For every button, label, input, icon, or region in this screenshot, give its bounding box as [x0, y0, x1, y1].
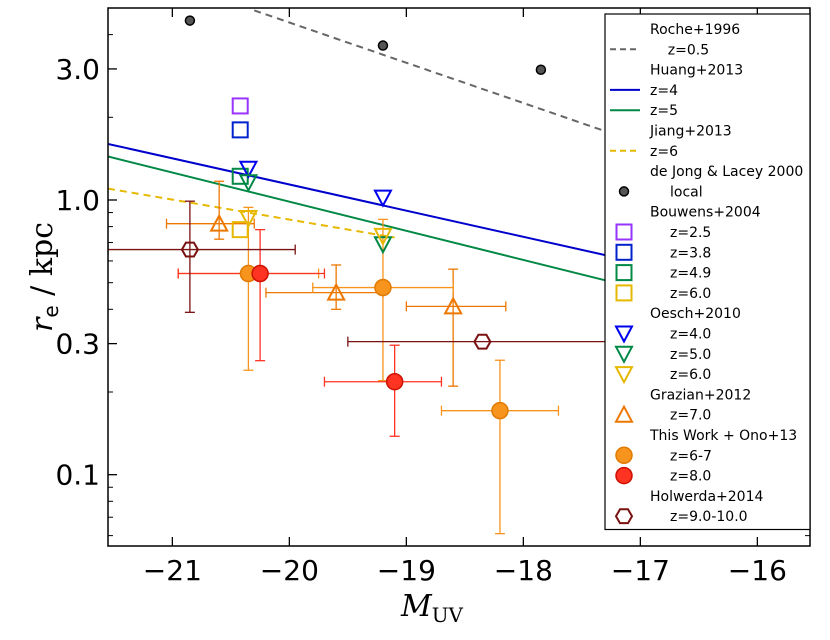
legend-z-0-5-1: z=0.5: [650, 42, 709, 58]
legend-z-6-0-13-swatch: [615, 284, 633, 302]
point-bouwens-2004-z-6-0-square-0: [231, 221, 249, 239]
x-tick-label-0: −21: [143, 554, 202, 587]
point-oesch-2010-z-5-0-tri-down-1: [373, 236, 393, 255]
legend-z-6-0-17-swatch: [614, 366, 634, 385]
legend-roche-1996-0: Roche+1996: [650, 22, 740, 38]
line-jiang-2013-z-6: [108, 187, 395, 239]
legend-bouwens-2004-9: Bouwens+2004: [650, 205, 761, 221]
legend-z-7-0-19: z=7.0: [670, 408, 711, 424]
legend-z-5-0-16-swatch: [614, 345, 634, 364]
error-bars: [108, 180, 630, 535]
legend-z-6-6: z=6: [650, 144, 678, 160]
legend-this-work-ono-13-20: This Work + Ono+13: [649, 428, 797, 444]
data-points: [180, 15, 547, 420]
x-axis-label: MUV: [400, 589, 464, 627]
legend-z-9-0-10-0-24-swatch: [614, 508, 634, 525]
y-tick-label-1: 0.3: [55, 328, 100, 361]
legend-z-5-4: z=5: [650, 103, 678, 119]
point-oesch-2010-z-6-0-tri-down-1: [373, 227, 393, 247]
legend-z-3-8-11: z=3.8: [670, 245, 711, 261]
legend-z-4-9-12: z=4.9: [670, 266, 711, 282]
legend-z-6-0-13: z=6.0: [670, 286, 711, 302]
point-this-work-ono-13-z-6-7-circle-2: [491, 401, 509, 420]
point-holwerda-2014-z-9-0-10-0-hexagon-1: [473, 333, 492, 350]
legend-z-6-7-21-swatch: [615, 446, 633, 465]
y-tick-label-2: 1.0: [55, 184, 100, 217]
point-this-work-ono-13-z-8-0-circle-1: [385, 372, 404, 391]
legend-z-4-3: z=4: [650, 83, 678, 99]
y-axis-label: re / kpc: [25, 222, 63, 332]
legend-z-9-0-10-0-24: z=9.0-10.0: [670, 509, 748, 525]
x-tick-label-5: −16: [728, 554, 787, 587]
legend-z-4-0-15: z=4.0: [670, 327, 711, 343]
legend-local-8-swatch: [618, 186, 630, 197]
legend-de-jong-lacey-2000-7: de Jong & Lacey 2000: [650, 164, 803, 180]
point-bouwens-2004-z-2-5-square-0: [231, 97, 249, 115]
x-tick-label-3: −18: [494, 554, 553, 587]
point-grazian-2012-z-7-0-tri-up-0: [209, 213, 229, 232]
legend-local-8: local: [670, 184, 703, 200]
legend-z-6-7-21: z=6-7: [670, 448, 712, 464]
legend-holwerda-2014-23: Holwerda+2014: [650, 489, 763, 505]
line-huang-2013-z-4: [108, 142, 606, 257]
legend-z-8-0-22-swatch: [615, 466, 633, 485]
legend-z-2-5-10-swatch: [615, 223, 633, 241]
legend-z-5-0-16: z=5.0: [670, 347, 711, 363]
legend-huang-2013-2: Huang+2013: [650, 63, 743, 79]
point-oesch-2010-z-4-0-tri-down-0: [238, 160, 259, 179]
legend-box: [604, 13, 811, 531]
y-tick-label-3: 3.0: [55, 53, 100, 86]
y-tick-label-0: 0.1: [55, 459, 100, 492]
legend: Roche+1996 z=0.5 Huang+2013 z=4 z=5 Jiang+20…: [604, 13, 811, 531]
axis-ticks: −21 −20 −19 −18 −17 −16 0.1 0.3 1.0 3.0: [55, 7, 810, 587]
x-tick-label-4: −17: [611, 554, 670, 587]
legend-grazian-2012-18: Grazian+2012: [650, 387, 751, 403]
legend-z-4-0-15-swatch: [614, 325, 634, 344]
point-this-work-ono-13-z-8-0-circle-0: [251, 264, 269, 283]
legend-z-8-0-22: z=8.0: [670, 469, 711, 485]
legend-oesch-2010-14: Oesch+2010: [650, 306, 741, 322]
legend-z-7-0-19-swatch: [614, 404, 634, 423]
legend-z-3-8-11-swatch: [615, 243, 633, 261]
legend-jiang-2013-5: Jiang+2013: [649, 124, 732, 140]
point-bouwens-2004-z-3-8-square-0: [231, 121, 249, 139]
line-huang-2013-z-5: [108, 155, 606, 282]
model-lines: [108, 9, 606, 282]
x-tick-label-1: −20: [260, 554, 319, 587]
point-oesch-2010-z-4-0-tri-down-1: [373, 189, 393, 208]
point-de-jong-lacey-2000-local-dot-2: [535, 64, 547, 75]
x-tick-label-2: −19: [377, 554, 436, 587]
point-oesch-2010-z-6-0-tri-down-0: [238, 209, 259, 229]
point-de-jong-lacey-2000-local-dot-1: [377, 40, 389, 51]
point-de-jong-lacey-2000-local-dot-0: [184, 15, 196, 26]
point-grazian-2012-z-7-0-tri-up-1: [326, 282, 346, 301]
legend-z-6-0-17: z=6.0: [670, 367, 711, 383]
line-roche-1996-z-0-5: [253, 9, 606, 133]
point-oesch-2010-z-5-0-tri-down-0: [238, 174, 259, 193]
legend-z-4-9-12-swatch: [615, 264, 633, 282]
point-holwerda-2014-z-9-0-10-0-hexagon-0: [180, 241, 200, 258]
legend-z-2-5-10: z=2.5: [670, 225, 711, 241]
point-grazian-2012-z-7-0-tri-up-2: [443, 296, 463, 315]
point-this-work-ono-13-z-6-7-circle-1: [374, 278, 392, 297]
